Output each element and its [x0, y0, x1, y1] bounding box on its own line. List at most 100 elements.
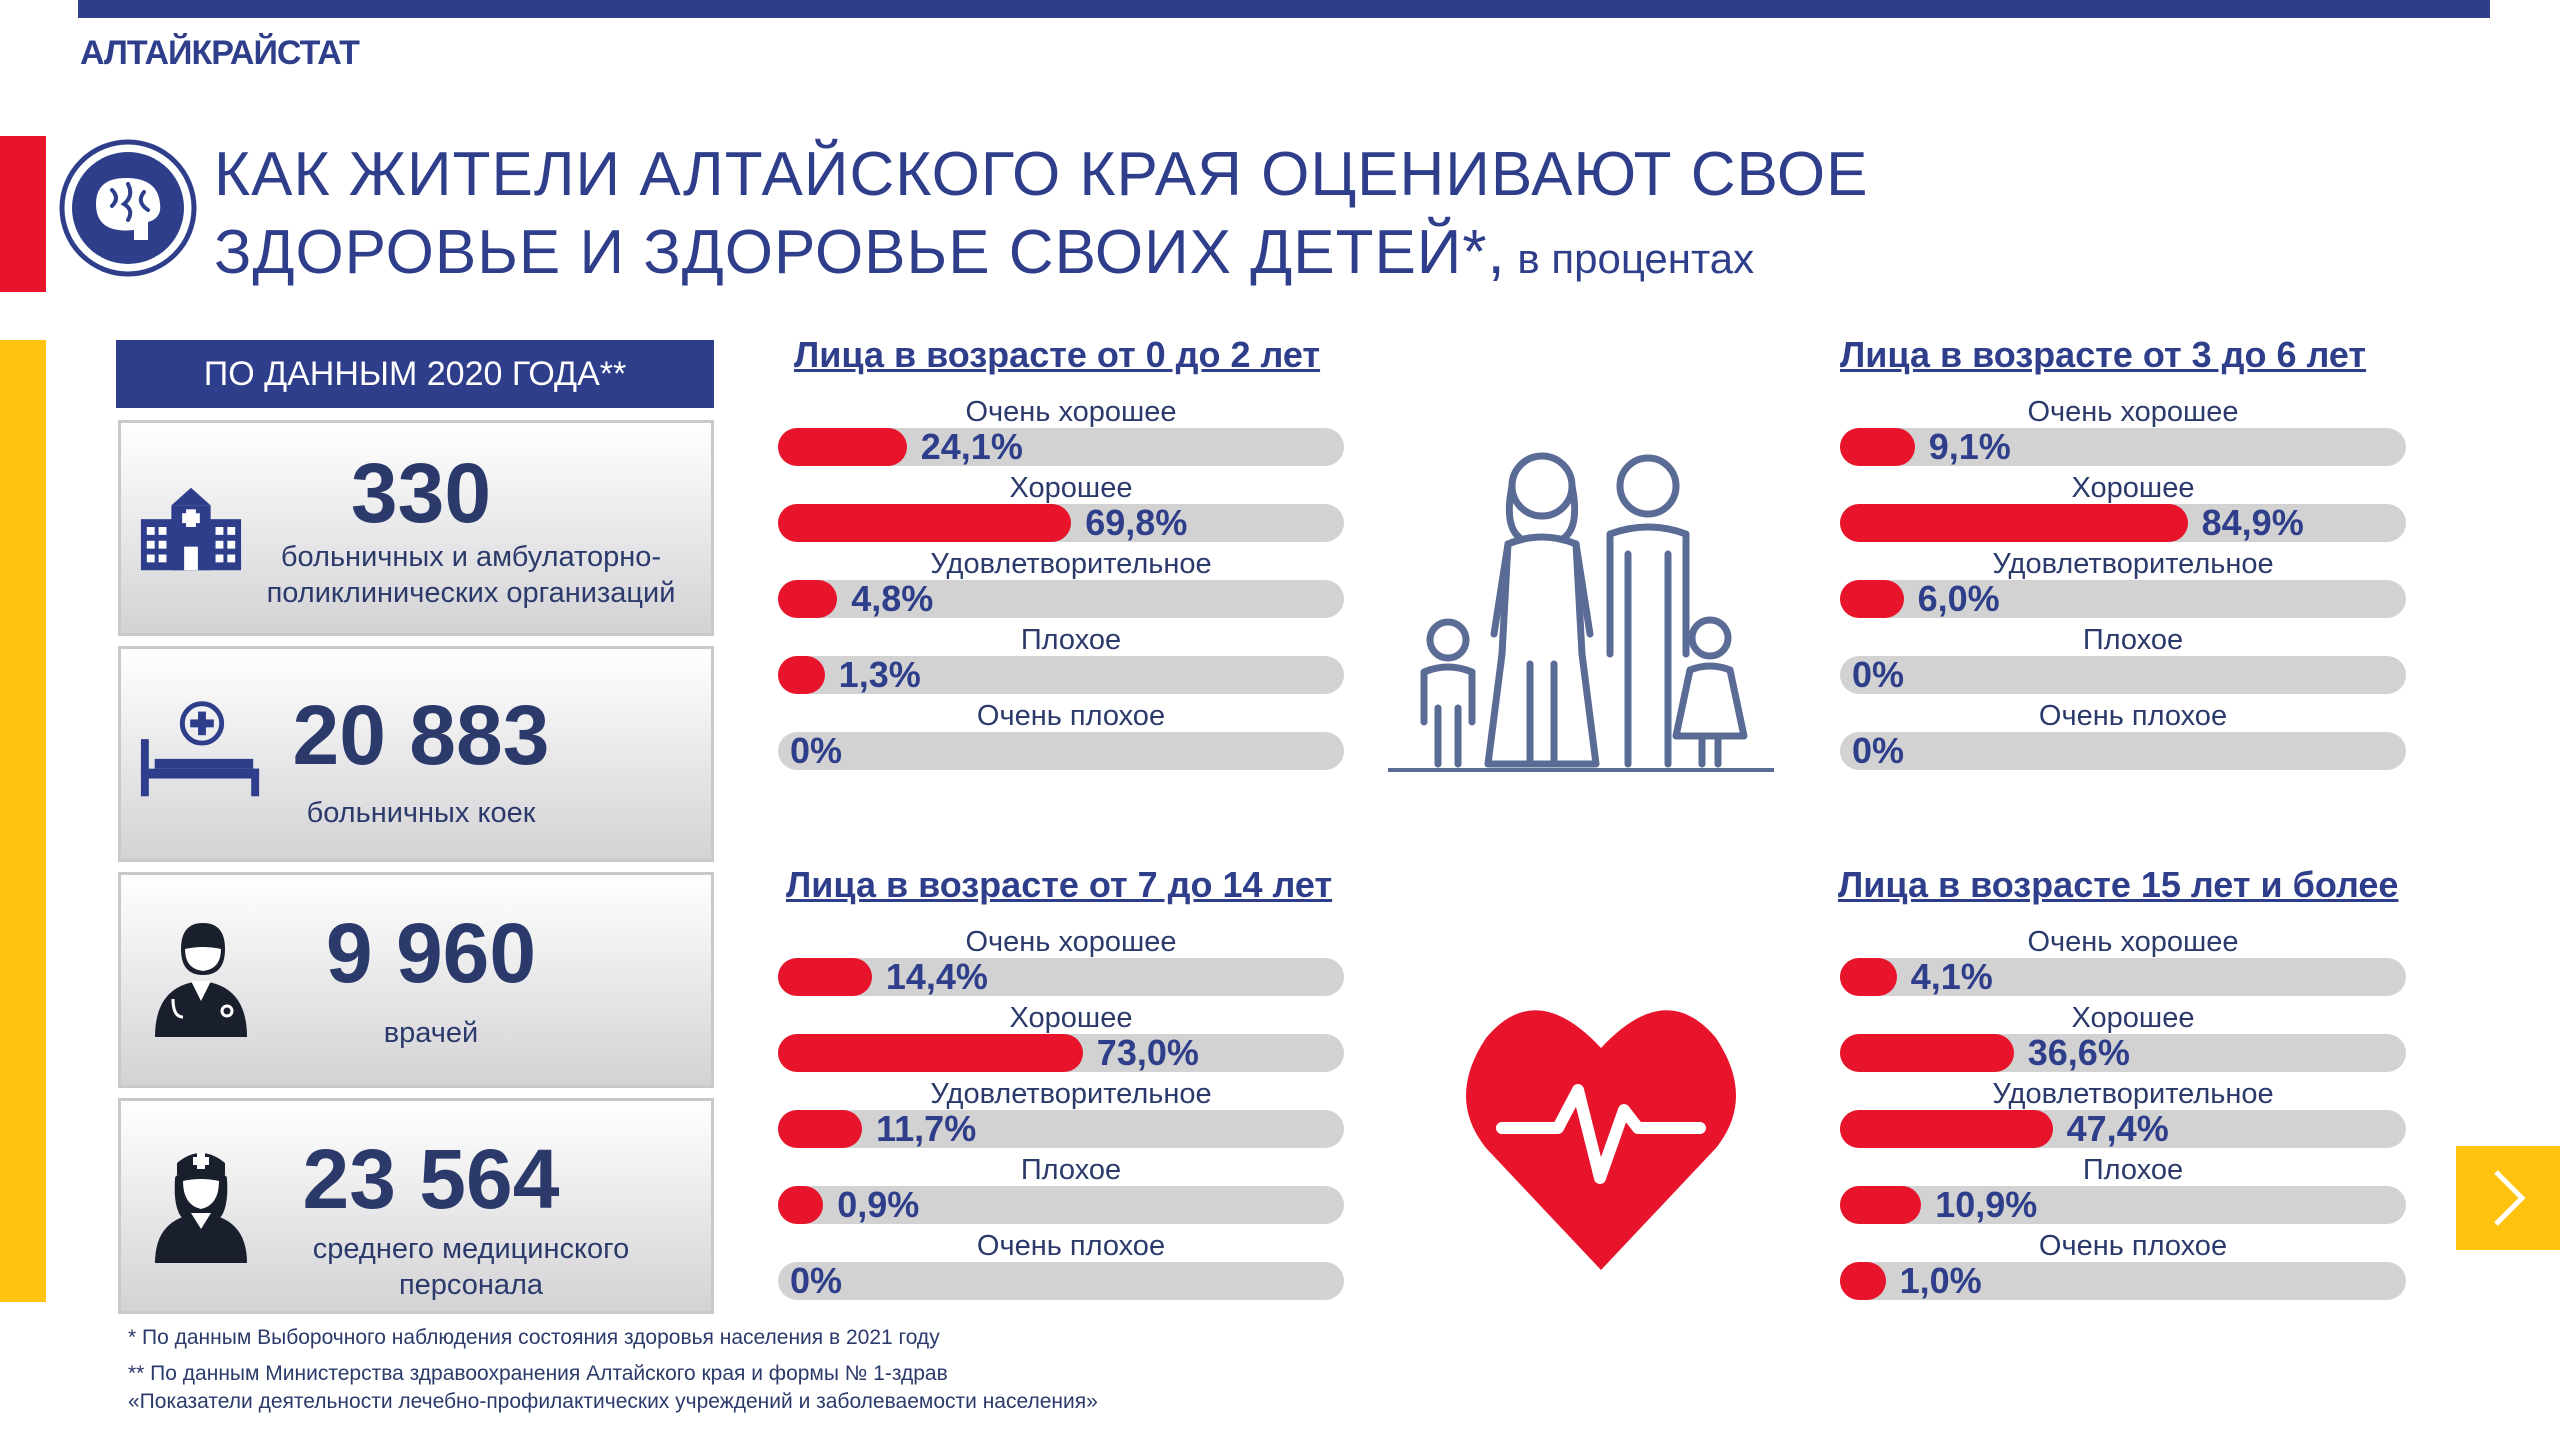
category-label: Очень хорошее: [2027, 926, 2239, 958]
next-slide-button[interactable]: [2456, 1146, 2560, 1250]
bar-track: [778, 958, 1344, 996]
bar: [1840, 1034, 2014, 1072]
bar: [1840, 958, 1897, 996]
stat-label: поликлинических организаций: [266, 577, 676, 609]
category-label: Плохое: [1020, 624, 1122, 656]
group-title: Лица в возрасте от 3 до 6 лет: [1840, 334, 2367, 375]
bar: [778, 1186, 824, 1224]
category-label: Плохое: [2082, 1154, 2184, 1186]
bar: [778, 958, 872, 996]
category-label: Плохое: [1020, 1154, 1122, 1186]
bar-value-label: 4,8%: [851, 578, 934, 619]
category-label: Очень плохое: [976, 1230, 1166, 1262]
category-label: Удовлетворительное: [930, 548, 1212, 580]
doctor-icon: [155, 923, 247, 1037]
category-label: Очень хорошее: [965, 396, 1177, 428]
stat-label: персонала: [398, 1269, 544, 1301]
bar-value-label: 69,8%: [1085, 502, 1188, 543]
nurse-icon: [155, 1153, 247, 1263]
bar: [778, 428, 907, 466]
bar-track: [1840, 1110, 2406, 1148]
bar: [778, 580, 838, 618]
stat-value: 23 564: [302, 1132, 560, 1226]
bar-value-label: 1,0%: [1899, 1260, 1982, 1301]
bar-value-label: 0%: [790, 730, 843, 771]
stat-label: больничных коек: [306, 797, 536, 829]
hospital-icon: [140, 487, 242, 571]
group-title: Лица в возрасте 15 лет и более: [1838, 864, 2399, 905]
bar-track: [1840, 732, 2406, 770]
bar-value-label: 84,9%: [2201, 502, 2304, 543]
bar-value-label: 0,9%: [837, 1184, 920, 1225]
group-title: Лица в возрасте от 7 до 14 лет: [786, 864, 1333, 905]
stat-beds: 20 883 больничных коек: [118, 646, 714, 862]
bar-track: [1840, 1034, 2406, 1072]
bar: [778, 656, 825, 694]
bar-track: [778, 732, 1344, 770]
bar: [778, 1034, 1083, 1072]
bar: [778, 504, 1072, 542]
bar-track: [778, 656, 1344, 694]
bar-value-label: 24,1%: [920, 426, 1023, 467]
bar-value-label: 1,3%: [838, 654, 921, 695]
brain-icon: [59, 139, 197, 277]
bar-value-label: 36,6%: [2027, 1032, 2130, 1073]
bar-value-label: 47,4%: [2066, 1108, 2169, 1149]
bar-track: [1840, 1262, 2406, 1300]
family-icon: [1388, 452, 1774, 772]
category-label: Плохое: [2082, 624, 2184, 656]
bar-track: [778, 504, 1344, 542]
group-title: Лица в возрасте от 0 до 2 лет: [794, 334, 1321, 375]
bar: [1840, 580, 1904, 618]
category-label: Удовлетворительное: [930, 1078, 1212, 1110]
bar-track: [1840, 504, 2406, 542]
bar-track: [1840, 1186, 2406, 1224]
top-accent-bar: [78, 0, 2490, 18]
chevron-right-icon: [2494, 1170, 2526, 1226]
hospital-bed-icon: [140, 701, 260, 797]
bar-value-label: 73,0%: [1096, 1032, 1199, 1073]
bar: [1840, 1110, 2053, 1148]
category-label: Удовлетворительное: [1992, 1078, 2274, 1110]
bar: [1840, 1262, 1886, 1300]
bar-track: [778, 428, 1344, 466]
stat-label: врачей: [383, 1017, 479, 1049]
stat-hospitals: 330 больничных и амбулаторно- поликлинич…: [118, 420, 714, 636]
stat-label: больничных и амбулаторно-: [280, 541, 662, 573]
category-label: Хорошее: [2071, 472, 2195, 504]
stat-doctors: 9 960 врачей: [118, 872, 714, 1088]
bar-value-label: 14,4%: [885, 956, 988, 997]
bar: [778, 1110, 863, 1148]
footnote-3: «Показатели деятельности лечебно-профила…: [128, 1390, 1098, 1413]
bar-track: [778, 1262, 1344, 1300]
category-label: Очень плохое: [2038, 700, 2228, 732]
bar-value-label: 4,1%: [1910, 956, 1993, 997]
footnote-2: ** По данным Министерства здравоохранени…: [128, 1362, 948, 1385]
bar-value-label: 0%: [1852, 654, 1905, 695]
stat-value: 330: [350, 446, 492, 540]
stats-header: ПО ДАННЫМ 2020 ГОДА**: [116, 340, 714, 408]
bar-value-label: 6,0%: [1917, 578, 2000, 619]
bar-track: [1840, 656, 2406, 694]
yellow-accent-bar: [0, 340, 46, 1302]
footnote-1: * По данным Выборочного наблюдения состо…: [128, 1326, 940, 1349]
bar-track: [1840, 428, 2406, 466]
category-label: Хорошее: [2071, 1002, 2195, 1034]
bar-track: [778, 1110, 1344, 1148]
bar-value-label: 0%: [1852, 730, 1905, 771]
bar: [1840, 1186, 1922, 1224]
category-label: Удовлетворительное: [1992, 548, 2274, 580]
category-label: Очень хорошее: [2027, 396, 2239, 428]
org-logo: АЛТАЙКРАЙСТАТ: [80, 34, 360, 72]
bar: [1840, 504, 2188, 542]
page-title: КАК ЖИТЕЛИ АЛТАЙСКОГО КРАЯ ОЦЕНИВАЮТ СВО…: [214, 136, 1868, 298]
title-line-1: КАК ЖИТЕЛИ АЛТАЙСКОГО КРАЯ ОЦЕНИВАЮТ СВО…: [214, 140, 1869, 209]
stat-nurses: 23 564 среднего медицинского персонала: [118, 1098, 714, 1314]
category-label: Хорошее: [1009, 472, 1133, 504]
bar-track: [778, 1034, 1344, 1072]
bar-track: [1840, 958, 2406, 996]
stat-value: 9 960: [325, 906, 537, 1000]
red-accent-bar: [0, 136, 46, 292]
title-unit: в процентах: [1505, 235, 1755, 282]
